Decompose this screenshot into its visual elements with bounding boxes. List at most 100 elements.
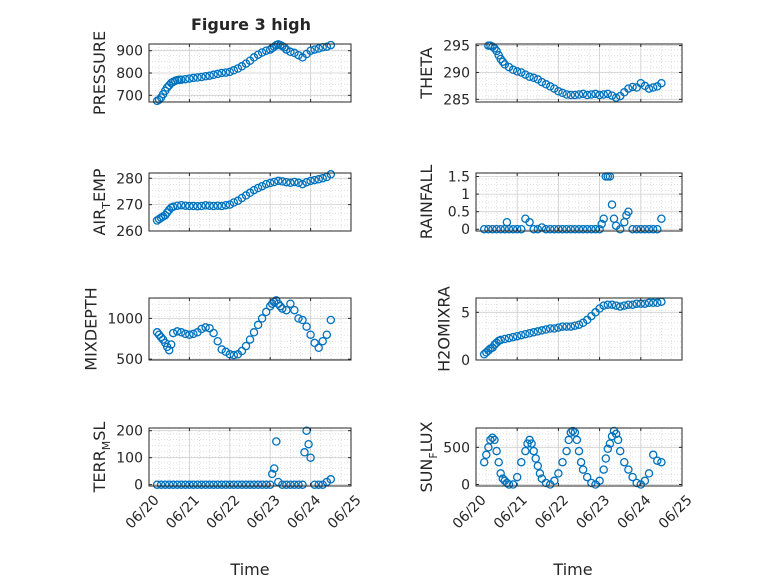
data-point <box>229 350 239 360</box>
data-point <box>257 314 267 323</box>
data-point <box>628 224 637 234</box>
axes-frame <box>148 427 352 487</box>
data-point <box>257 480 267 489</box>
data-point <box>574 446 584 456</box>
data-point <box>533 327 543 336</box>
y-tick-label: 0 <box>461 222 470 238</box>
data-point <box>290 305 299 315</box>
data-point <box>267 469 277 479</box>
data-point <box>189 329 198 339</box>
data-point <box>213 336 222 346</box>
data-point <box>490 435 499 445</box>
data-point <box>587 90 596 99</box>
data-point <box>628 82 637 92</box>
data-point <box>599 214 608 223</box>
data-point <box>521 329 530 339</box>
data-point <box>225 67 235 77</box>
data-point <box>181 201 190 210</box>
y-tick-label: 700 <box>116 88 143 104</box>
data-point <box>554 224 563 234</box>
axes-frame <box>475 297 683 361</box>
data-point <box>213 480 222 489</box>
data-point <box>496 335 505 345</box>
data-point <box>492 46 501 56</box>
data-point <box>648 450 658 460</box>
data-point <box>607 431 617 441</box>
data-point <box>197 324 206 334</box>
data-point <box>197 201 206 211</box>
data-point <box>541 325 551 334</box>
data-point <box>217 345 226 354</box>
data-point <box>550 324 559 333</box>
data-point <box>582 472 592 482</box>
data-point <box>640 299 650 308</box>
data-point <box>562 322 571 331</box>
data-point <box>648 83 658 92</box>
data-point <box>185 330 194 339</box>
y-axis-label: H2OMIXRA <box>434 286 453 372</box>
data-point <box>314 480 323 489</box>
y-tick-label: 200 <box>116 424 143 440</box>
y-tick-label: 5 <box>461 305 470 321</box>
data-point <box>306 176 315 186</box>
data-point <box>653 224 662 234</box>
data-point <box>603 89 613 99</box>
data-point <box>541 224 551 234</box>
data-point <box>558 88 567 98</box>
data-point <box>241 480 251 489</box>
data-point <box>314 175 323 184</box>
data-point <box>587 478 596 488</box>
data-point <box>508 480 518 489</box>
data-point <box>201 72 210 81</box>
data-point <box>166 340 176 349</box>
data-point <box>164 345 174 355</box>
y-tick-label: 500 <box>116 352 143 368</box>
data-point <box>601 454 611 463</box>
data-point <box>269 464 279 473</box>
data-point <box>512 472 522 482</box>
data-point <box>578 465 588 474</box>
data-point <box>168 480 178 489</box>
subplot-4: 00.5 11.5 RAINFALL <box>417 165 683 240</box>
data-point <box>620 301 629 310</box>
data-point <box>310 175 319 185</box>
data-point <box>479 224 489 234</box>
data-point <box>160 338 170 348</box>
data-point <box>624 300 633 309</box>
data-point <box>209 480 218 489</box>
y-tick-label: 270 <box>116 198 143 214</box>
data-point <box>574 224 584 234</box>
data-point <box>500 60 510 69</box>
y-axis-label: THETA <box>417 47 436 99</box>
data-point <box>326 315 336 325</box>
data-point <box>605 439 615 448</box>
data-point <box>492 224 501 234</box>
data-point <box>603 300 613 309</box>
data-point <box>278 480 287 489</box>
data-point <box>488 224 497 234</box>
data-point <box>201 480 210 489</box>
data-point <box>653 298 662 308</box>
data-point <box>517 68 526 77</box>
data-point <box>257 48 267 57</box>
data-point <box>294 178 303 188</box>
data-point <box>294 314 303 323</box>
data-point <box>253 183 263 193</box>
data-point <box>201 323 210 332</box>
data-point <box>624 465 633 474</box>
y-axis-label: RAINFALL <box>417 165 436 240</box>
data-point <box>562 446 571 456</box>
data-point <box>177 200 186 210</box>
data-point <box>572 435 582 445</box>
data-point <box>314 343 323 353</box>
data-point <box>160 480 170 489</box>
axes-frame <box>148 172 352 232</box>
y-tick-label: 500 <box>443 440 470 456</box>
data-point <box>628 300 637 309</box>
data-point <box>168 328 178 338</box>
data-point <box>306 46 315 55</box>
x-axis-label: Time <box>229 560 269 579</box>
data-point <box>201 201 210 210</box>
data-point <box>644 298 654 308</box>
